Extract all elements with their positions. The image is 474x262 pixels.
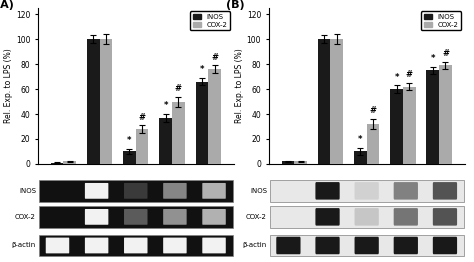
FancyBboxPatch shape (433, 237, 457, 254)
Bar (439, 65, 452, 164)
Text: β-actin: β-actin (243, 243, 267, 248)
Bar (427, 70, 439, 164)
Text: *: * (358, 135, 363, 144)
Bar (367, 124, 379, 164)
Bar (390, 89, 403, 164)
Text: *: * (394, 73, 399, 81)
FancyBboxPatch shape (394, 182, 418, 200)
FancyBboxPatch shape (270, 180, 464, 202)
Text: *: * (127, 136, 132, 145)
Bar (196, 81, 208, 164)
FancyBboxPatch shape (163, 209, 187, 225)
Legend: iNOS, COX-2: iNOS, COX-2 (421, 11, 461, 30)
FancyBboxPatch shape (124, 209, 147, 225)
FancyBboxPatch shape (315, 182, 340, 200)
Text: iNOS: iNOS (250, 188, 267, 194)
Y-axis label: Rel. Exp. to LPS (%): Rel. Exp. to LPS (%) (235, 48, 244, 123)
FancyBboxPatch shape (355, 208, 379, 226)
Bar (159, 118, 172, 164)
FancyBboxPatch shape (355, 182, 379, 200)
FancyBboxPatch shape (433, 208, 457, 226)
FancyBboxPatch shape (85, 183, 109, 199)
FancyBboxPatch shape (39, 180, 233, 202)
Text: (A): (A) (0, 0, 14, 10)
FancyBboxPatch shape (163, 238, 187, 253)
Text: iNOS: iNOS (19, 188, 36, 194)
Bar (64, 161, 76, 164)
Bar (87, 39, 100, 164)
Text: *: * (164, 101, 168, 110)
Bar (136, 129, 148, 164)
Bar (51, 163, 64, 164)
FancyBboxPatch shape (270, 206, 464, 228)
FancyBboxPatch shape (202, 238, 226, 253)
FancyBboxPatch shape (163, 183, 187, 199)
FancyBboxPatch shape (39, 235, 233, 256)
Bar (318, 39, 330, 164)
FancyBboxPatch shape (270, 235, 464, 256)
FancyBboxPatch shape (39, 206, 233, 228)
FancyBboxPatch shape (394, 208, 418, 226)
Text: #: # (138, 112, 146, 122)
Text: *: * (430, 54, 435, 63)
Bar (354, 151, 367, 164)
Bar (100, 39, 112, 164)
Text: COX-2: COX-2 (15, 214, 36, 220)
FancyBboxPatch shape (202, 209, 226, 225)
FancyBboxPatch shape (355, 237, 379, 254)
Text: COX-2: COX-2 (246, 214, 267, 220)
FancyBboxPatch shape (433, 182, 457, 200)
Bar (208, 69, 221, 164)
Text: #: # (370, 106, 376, 115)
FancyBboxPatch shape (394, 237, 418, 254)
Bar (172, 101, 185, 164)
FancyBboxPatch shape (276, 237, 301, 254)
Text: (B): (B) (226, 0, 245, 10)
Text: #: # (406, 70, 413, 79)
FancyBboxPatch shape (124, 183, 147, 199)
Bar (330, 39, 343, 164)
Text: *: * (200, 65, 204, 74)
FancyBboxPatch shape (202, 183, 226, 199)
FancyBboxPatch shape (85, 209, 109, 225)
Bar (294, 161, 307, 164)
Bar (123, 151, 136, 164)
Text: #: # (211, 53, 218, 62)
Text: β-actin: β-actin (12, 243, 36, 248)
FancyBboxPatch shape (315, 237, 340, 254)
Y-axis label: Rel. Exp. to LPS (%): Rel. Exp. to LPS (%) (4, 48, 13, 123)
FancyBboxPatch shape (315, 208, 340, 226)
Bar (282, 161, 294, 164)
FancyBboxPatch shape (124, 238, 147, 253)
Bar (403, 86, 416, 164)
Legend: iNOS, COX-2: iNOS, COX-2 (190, 11, 230, 30)
FancyBboxPatch shape (85, 238, 109, 253)
Text: #: # (175, 84, 182, 93)
FancyBboxPatch shape (46, 238, 69, 253)
Text: #: # (442, 49, 449, 58)
